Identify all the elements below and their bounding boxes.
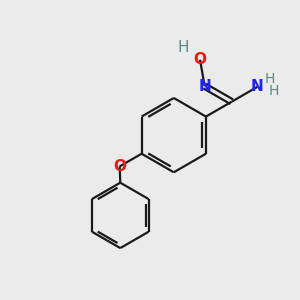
Text: H: H bbox=[268, 84, 279, 98]
Text: H: H bbox=[178, 40, 189, 56]
Text: H: H bbox=[265, 72, 275, 86]
Text: N: N bbox=[251, 79, 264, 94]
Text: N: N bbox=[198, 79, 211, 94]
Text: O: O bbox=[194, 52, 206, 67]
Text: O: O bbox=[113, 159, 126, 174]
